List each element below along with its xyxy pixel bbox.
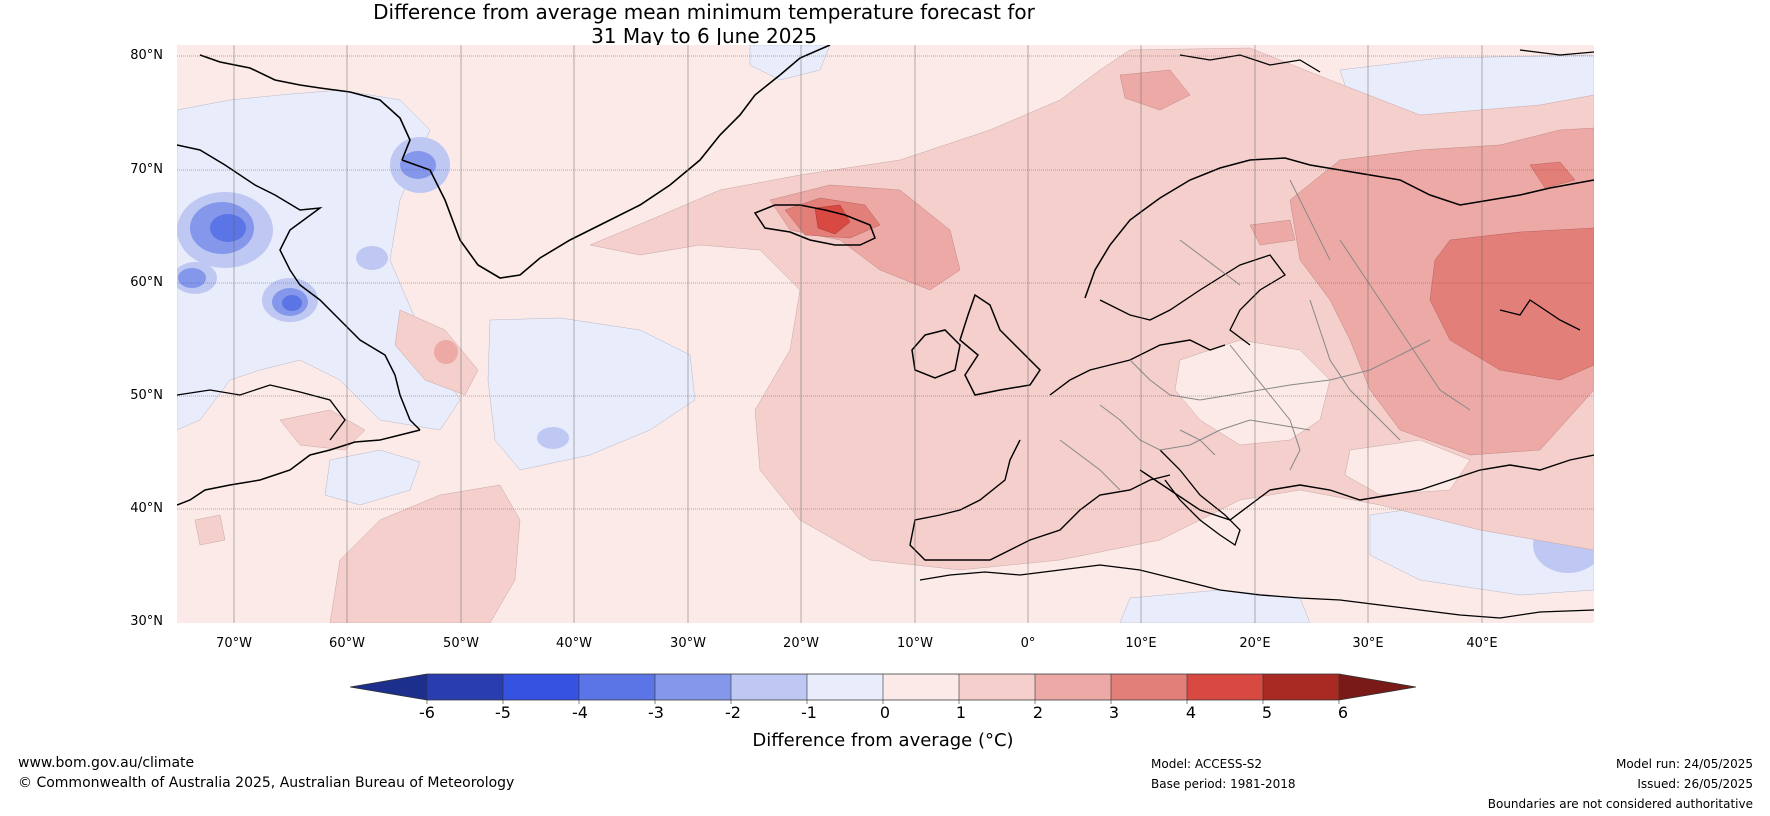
colorbar-swatch: [579, 674, 656, 700]
model-name: Model: ACCESS-S2: [1151, 757, 1263, 771]
anomaly-pos3-region: [1119, 69, 1191, 111]
colorbar-tick-label: -2: [725, 703, 741, 722]
africa-coastline: [919, 564, 1594, 619]
longitude-label: 20°E: [1239, 636, 1271, 651]
colorbar-swatch: [503, 674, 580, 700]
longitude-label: 0°: [1020, 636, 1036, 651]
anomaly-pos5-region: [814, 204, 851, 235]
north-america-coastline: [177, 384, 346, 441]
colorbar-swatch: [1035, 674, 1112, 700]
colorbar-extend-low: [350, 674, 427, 700]
latitude-label: 40°N: [130, 501, 163, 516]
anomaly-pos1-region: [1174, 339, 1331, 446]
north-america-coastline: [177, 144, 421, 506]
colorbar-tick-label: 4: [1185, 703, 1197, 722]
anomaly-pos2-region: [329, 484, 521, 623]
iceland-coastline: [753, 204, 876, 246]
latitude-label: 80°N: [130, 48, 163, 63]
scandinavia-coastline: [1084, 157, 1594, 299]
graticule: [177, 55, 1594, 510]
anomaly-pos1-region: [1344, 439, 1471, 496]
anomaly-pos3-region: [434, 340, 458, 364]
british-isles-coastline: [959, 293, 1041, 396]
anomaly-neg3-region: [178, 268, 206, 288]
longitude-label: 40°W: [556, 636, 592, 651]
longitude-label: 20°W: [783, 636, 819, 651]
colorbar-tick-label: -4: [572, 703, 588, 722]
latitude-label: 30°N: [130, 614, 163, 629]
anomaly-neg2-region: [537, 427, 569, 449]
longitude-label: 10°W: [897, 636, 933, 651]
colorbar-extend-high: [1339, 674, 1416, 700]
anomaly-neg1-region: [1119, 589, 1311, 623]
copyright-text: © Commonwealth of Australia 2025, Austra…: [18, 775, 515, 791]
colorbar-tick-label: -3: [648, 703, 664, 722]
colorbar-tick-label: 1: [955, 703, 967, 722]
longitude-label: 40°E: [1466, 636, 1498, 651]
colorbar-tick-label: 5: [1261, 703, 1273, 722]
anomaly-neg4-region: [282, 295, 302, 311]
longitude-label: 50°W: [443, 636, 479, 651]
anomaly-neg1-region: [324, 449, 421, 506]
latitude-label: 60°N: [130, 275, 163, 290]
base-period: Base period: 1981-2018: [1151, 777, 1296, 791]
colorbar-swatch: [959, 674, 1036, 700]
colorbar-swatch: [1187, 674, 1264, 700]
chart-title: Difference from average mean minimum tem…: [0, 0, 1408, 48]
latitude-label: 70°N: [130, 162, 163, 177]
colorbar-label: Difference from average (°C): [752, 730, 1014, 751]
issued-date: Issued: 26/05/2025: [1637, 777, 1753, 791]
colorbar-tick-label: -5: [495, 703, 511, 722]
longitude-label: 60°W: [329, 636, 365, 651]
colorbar-tick-label: 6: [1337, 703, 1349, 722]
colorbar-swatch: [731, 674, 808, 700]
greenland-coastline: [199, 45, 831, 279]
anomaly-pos3-region: [1249, 219, 1296, 246]
title-line-1: Difference from average mean minimum tem…: [373, 0, 1035, 24]
colorbar-swatch: [807, 674, 884, 700]
colorbar-swatch: [1111, 674, 1188, 700]
colorbar-swatch: [427, 674, 504, 700]
longitude-label: 10°E: [1125, 636, 1157, 651]
colorbar-swatch: [655, 674, 732, 700]
anomaly-pos4-region: [1529, 161, 1576, 189]
longitude-label: 70°W: [216, 636, 252, 651]
anomaly-pos4-region: [1429, 227, 1594, 381]
colorbar-tick-label: -6: [419, 703, 435, 722]
forecast-map: [177, 45, 1594, 623]
country-borders: [1059, 179, 1471, 491]
website-link: www.bom.gov.au/climate: [18, 755, 195, 771]
anomaly-neg4-region: [210, 214, 246, 242]
longitude-label: 30°W: [670, 636, 706, 651]
colorbar-swatch: [883, 674, 960, 700]
colorbar-tick-label: 2: [1032, 703, 1044, 722]
disclaimer-text: Boundaries are not considered authoritat…: [1487, 797, 1753, 811]
longitude-label: 30°E: [1352, 636, 1384, 651]
italy-coastline: [1159, 449, 1241, 547]
colorbar: [350, 673, 1416, 704]
anomaly-pos2-region: [279, 409, 366, 451]
anomaly-pos2-region: [194, 514, 226, 546]
latitude-label: 50°N: [130, 388, 163, 403]
river-line: [1499, 299, 1581, 331]
anomaly-neg2-region: [356, 246, 388, 270]
title-line-2: 31 May to 6 June 2025: [591, 24, 817, 48]
graticule: [233, 45, 1483, 623]
ireland-coastline: [911, 329, 961, 379]
model-run-date: Model run: 24/05/2025: [1615, 757, 1753, 771]
colorbar-tick-label: 0: [879, 703, 891, 722]
colorbar-swatch: [1263, 674, 1340, 700]
colorbar-tick-label: -1: [801, 703, 817, 722]
colorbar-tick-label: 3: [1108, 703, 1120, 722]
